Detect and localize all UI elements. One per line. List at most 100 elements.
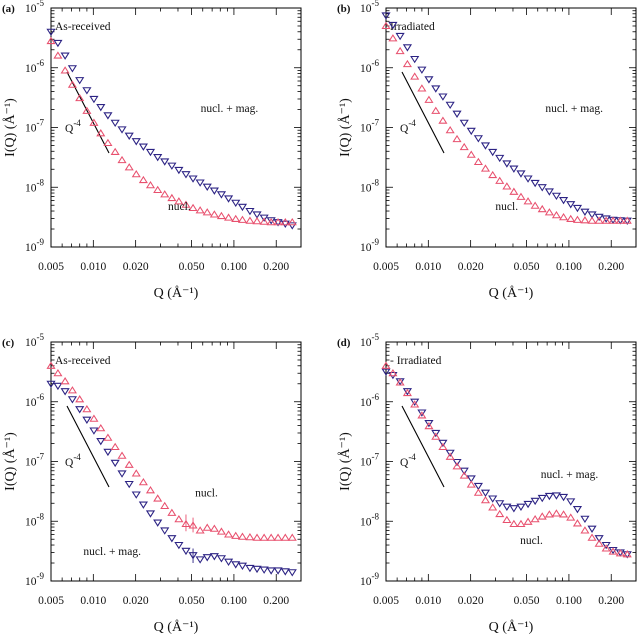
x-tick-label: 0.005 (38, 261, 64, 273)
data-point (495, 176, 505, 184)
data-point (216, 527, 226, 535)
series-nucl-mag (46, 380, 297, 577)
data-point (273, 217, 283, 226)
data-point (89, 427, 99, 435)
panel-label: (c) (2, 337, 15, 349)
data-point (395, 378, 405, 386)
data-point (117, 126, 127, 134)
plot-frame (385, 341, 637, 582)
data-point (601, 541, 611, 550)
data-point (530, 179, 540, 188)
x-tick-label: 0.010 (415, 595, 441, 607)
y-axis-label: I(Q) (Å⁻¹) (2, 98, 18, 157)
data-point (601, 544, 611, 552)
slope-label: Q-4 (400, 452, 416, 469)
data-point (67, 386, 77, 394)
data-point (110, 459, 120, 468)
data-point (572, 215, 582, 223)
data-point (388, 21, 398, 30)
sample-label: Irradiated (390, 21, 435, 33)
slope-label: Q-4 (65, 118, 81, 135)
data-point (124, 163, 134, 171)
data-point (117, 155, 127, 164)
data-point (53, 51, 63, 59)
data-point (523, 517, 533, 525)
data-point (153, 494, 163, 502)
data-point (417, 409, 427, 417)
data-point (131, 491, 141, 499)
data-point (566, 513, 576, 521)
data-point (96, 129, 106, 137)
data-point (388, 369, 398, 377)
y-tick-label: 10-7 (25, 118, 44, 135)
chart-panel-1: 10-9 10-8 10-7 10-6 10-5 0.005 0.010 0.020 0.050… (2, 0, 302, 301)
data-point (410, 72, 420, 80)
y-tick-label: 10-9 (360, 571, 379, 588)
data-point (466, 480, 476, 488)
sample-label: As-received (55, 355, 111, 367)
data-point (402, 44, 413, 52)
data-point (587, 533, 597, 541)
data-point (287, 533, 297, 541)
x-axis-label: Q (Å⁻¹) (489, 619, 534, 634)
data-point (466, 127, 476, 136)
data-point (424, 419, 434, 428)
data-point (245, 216, 255, 224)
data-point (488, 148, 498, 157)
data-point (280, 533, 290, 541)
panel-label: (a) (2, 3, 15, 15)
data-point (502, 182, 512, 190)
data-point (594, 539, 604, 547)
data-point (410, 55, 420, 64)
chart-panel-2: 10-9 10-8 10-7 10-6 10-5 0.005 0.010 0.020 0.050… (337, 0, 637, 301)
data-point (287, 222, 297, 230)
data-point (174, 515, 184, 523)
data-point (495, 500, 505, 508)
data-point (572, 505, 583, 514)
data-point (124, 480, 134, 489)
data-point (502, 515, 512, 524)
data-point (516, 192, 526, 200)
data-point (160, 527, 170, 535)
data-point (167, 535, 177, 543)
data-point (145, 510, 156, 518)
data-point (580, 526, 590, 534)
data-point (452, 458, 462, 467)
data-point (452, 110, 462, 119)
x-tick-label: 0.100 (556, 595, 582, 607)
data-point (174, 541, 184, 550)
data-point (502, 503, 512, 512)
data-point (231, 199, 241, 208)
data-point (480, 142, 491, 150)
data-point (153, 153, 163, 162)
data-point (82, 87, 92, 95)
data-point (153, 185, 163, 194)
data-point (181, 200, 191, 208)
data-point (82, 416, 92, 425)
data-point (410, 400, 420, 408)
data-point (202, 554, 212, 562)
data-point (452, 462, 462, 470)
data-point (530, 201, 540, 209)
data-point (580, 208, 590, 216)
data-point (46, 36, 56, 45)
data-point (259, 217, 269, 225)
y-axis-label: I(Q) (Å⁻¹) (337, 432, 353, 491)
data-point (145, 181, 156, 189)
data-point (89, 95, 99, 104)
data-point (252, 533, 262, 541)
data-point (488, 170, 498, 179)
data-point (245, 207, 255, 216)
series-nucl (381, 21, 632, 224)
y-tick-label: 10-7 (25, 452, 44, 469)
y-tick-label: 10-6 (25, 58, 44, 75)
data-point (459, 119, 469, 128)
panel-label: (b) (337, 3, 351, 15)
x-tick-label: 0.200 (263, 595, 289, 607)
series-annotation: nucl. (195, 487, 218, 499)
data-point (266, 567, 276, 575)
data-point (46, 361, 56, 369)
data-point (417, 66, 427, 74)
data-point (167, 162, 177, 170)
x-tick-label: 0.050 (514, 261, 540, 273)
